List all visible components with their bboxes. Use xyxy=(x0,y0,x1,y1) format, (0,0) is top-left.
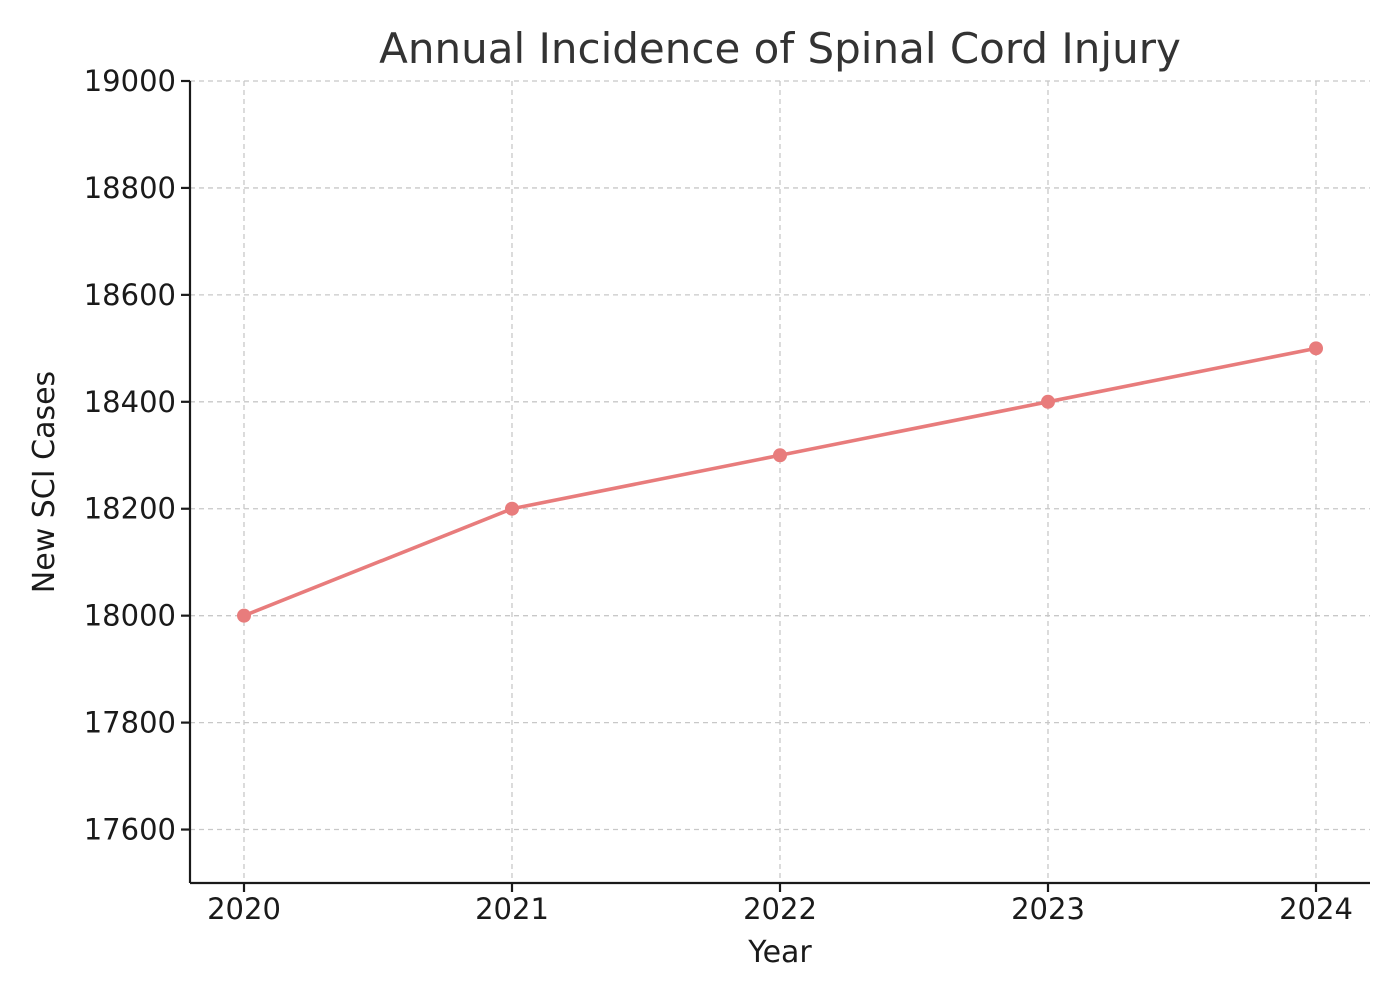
chart-title: Annual Incidence of Spinal Cord Injury xyxy=(379,24,1181,73)
y-tick-label: 18800 xyxy=(84,171,176,205)
y-tick-label: 17600 xyxy=(84,813,176,847)
series-layer xyxy=(237,341,1323,623)
data-point-marker xyxy=(1309,341,1323,356)
data-point-marker xyxy=(773,448,787,463)
y-tick-label: 18600 xyxy=(84,278,176,312)
x-tick-label: 2024 xyxy=(1279,892,1353,926)
y-tick-label: 19000 xyxy=(84,64,176,98)
x-tick-label: 2023 xyxy=(1011,892,1085,926)
ticks-layer: 17600 17800 18000 18200 18400 18600 18800 19000… xyxy=(84,64,1353,926)
x-axis-title: Year xyxy=(747,935,812,970)
data-point-marker xyxy=(1041,394,1055,409)
x-tick-label: 2020 xyxy=(207,892,281,926)
y-tick-label: 18200 xyxy=(84,492,176,526)
y-tick-label: 18000 xyxy=(84,599,176,633)
x-tick-label: 2021 xyxy=(475,892,549,926)
x-tick-label: 2022 xyxy=(743,892,817,926)
y-axis-title: New SCI Cases xyxy=(27,371,62,593)
data-point-marker xyxy=(237,608,251,623)
y-tick-label: 17800 xyxy=(84,706,176,740)
data-point-marker xyxy=(505,501,519,516)
grid-layer xyxy=(190,80,1370,883)
y-tick-label: 18400 xyxy=(84,385,176,419)
